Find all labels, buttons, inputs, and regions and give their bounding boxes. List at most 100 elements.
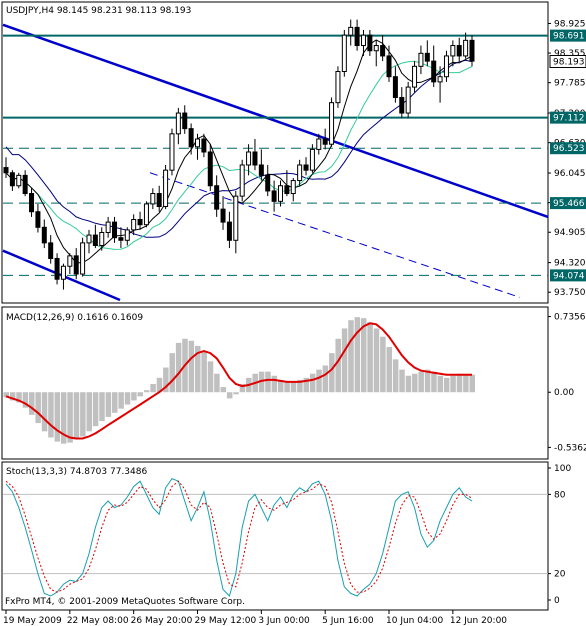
price-level-tag [550,29,586,42]
macd-histogram-bar [201,351,207,393]
candle-body [112,221,118,239]
candle-body [373,45,379,52]
macd-histogram-bar [412,373,418,393]
candle-body [48,242,54,259]
candle [303,157,309,176]
candle [450,40,456,67]
macd-tick-label: -0.5362 [554,443,586,453]
price-level-label: 97.112 [553,114,585,124]
candle [277,180,283,207]
watermark-text: FxPro MT4, © 2001-2009 MetaQuotes Softwa… [5,597,245,607]
candle [182,105,188,134]
macd-histogram-bar [335,338,341,393]
candle [99,227,105,251]
candle-body [418,52,424,67]
macd-histogram-bar [258,371,265,393]
macd-histogram-bar [309,373,316,393]
candle [118,227,124,249]
candle-body [258,164,264,176]
candle-body [163,169,169,208]
x-tick-label: 29 May 12:00 [195,616,257,626]
candle-body [60,265,66,280]
candle-body [35,211,41,228]
candle-body [431,60,437,83]
macd-histogram-bar [124,392,131,405]
y-tick-label: 98.355 [554,49,586,59]
macd-histogram-bar [303,377,310,393]
candle [131,214,137,236]
macd-histogram-bar [290,381,297,393]
macd-tick-label: 0.00 [554,388,574,398]
macd-histogram-bar [156,377,163,393]
candle-body [137,219,143,226]
candle [360,29,366,56]
candle [163,164,169,210]
macd-histogram-bar [405,375,412,393]
macd-histogram-bar [207,361,214,393]
candle [252,139,258,171]
candle-body [131,219,137,231]
stoch-tick-label: 80 [554,490,566,500]
macd-histogram-bar [367,322,373,393]
candle-body [443,55,449,78]
macd-histogram-bar [214,373,220,393]
stoch-signal-line [5,480,473,593]
candle-body [284,185,290,195]
candle-body [233,195,239,241]
candle-body [399,96,405,114]
macd-histogram-bar [16,392,22,403]
candle-body [329,102,335,145]
macd-histogram-bar [67,392,73,443]
candle [188,123,194,155]
macd-tick-label: 0.7356 [554,313,586,323]
candle-body [150,193,156,205]
macd-histogram-bar [150,384,156,393]
x-tick-label: 3 Jun 00:00 [258,616,310,626]
macd-histogram-bar [329,353,335,393]
macd-histogram-bar [322,365,329,393]
candle [373,40,379,67]
candle-body [239,164,245,197]
candle-body [424,52,430,62]
candle [156,185,162,212]
candle-body [297,164,303,182]
x-tick-label: 12 Jun 20:00 [450,616,507,626]
x-tick-label: 5 Jun 16:00 [322,616,374,626]
candle [418,45,424,75]
candle-body [169,133,175,171]
stoch-main-line [5,477,473,597]
candle-body [124,229,130,241]
macd-histogram-bar [443,377,450,393]
macd-histogram-bar [86,392,92,432]
x-tick-label: 10 Jun 04:00 [386,616,443,626]
candle [73,248,79,280]
candle [54,253,60,285]
macd-histogram-bar [188,340,195,393]
macd-histogram-bar [277,379,284,393]
macd-histogram-bar [54,392,61,442]
macd-histogram-bar [354,317,361,393]
y-tick-label: 96.045 [554,169,586,179]
candle [226,211,232,249]
candle-body [392,76,398,98]
candle [354,19,360,51]
candle [169,128,175,176]
candle [48,235,54,264]
candle-body [322,138,328,145]
ma-mid-line [5,60,473,250]
candle [297,159,303,186]
candle-body [80,242,86,275]
candle [239,159,245,202]
macd-histogram-bar [48,392,54,438]
candle [124,227,130,246]
candle-body [360,34,366,47]
price-level-tag [550,111,586,124]
candle-body [450,45,456,57]
candle-body [54,257,60,280]
candle-body [463,39,469,57]
candle-body [99,231,105,246]
macd-histogram-bar [131,392,137,401]
candle [443,50,449,82]
